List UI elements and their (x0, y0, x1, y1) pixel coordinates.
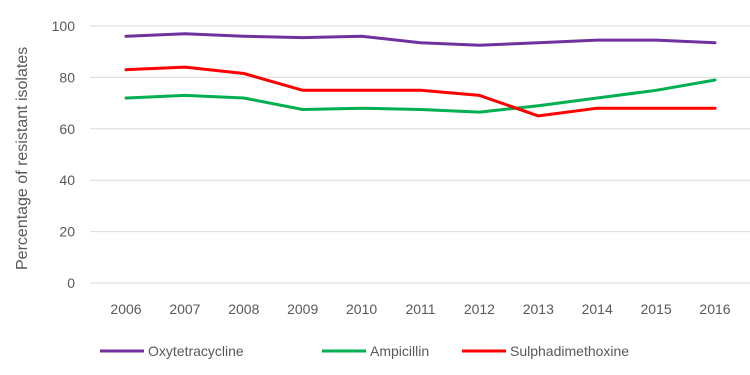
x-tick-label: 2014 (582, 301, 613, 317)
y-axis-title: Percentage of resistant isolates (14, 47, 31, 270)
y-tick-labels: 0 20 40 60 80 100 (52, 18, 76, 291)
y-tick-label: 80 (59, 69, 75, 85)
x-tick-label: 2012 (464, 301, 495, 317)
gridlines (90, 25, 750, 284)
x-tick-labels: 2006 2007 2008 2009 2010 2011 2012 2013 2014 2015… (110, 301, 730, 317)
x-tick-label: 2008 (228, 301, 259, 317)
y-tick-label: 100 (52, 18, 76, 34)
series-line-sulphadimethoxine (124, 65, 717, 118)
legend-label-oxytetracycline: Oxytetracycline (148, 343, 244, 359)
series-lines (124, 32, 717, 118)
x-tick-label: 2011 (405, 301, 435, 317)
x-tick-label: 2013 (523, 301, 554, 317)
y-tick-label: 60 (59, 121, 75, 137)
y-tick-label: 0 (67, 275, 75, 291)
series-line-ampicillin (124, 78, 717, 114)
x-tick-label: 2015 (641, 301, 672, 317)
x-tick-label: 2016 (699, 301, 730, 317)
x-tick-label: 2009 (287, 301, 318, 317)
x-tick-label: 2006 (110, 301, 141, 317)
y-tick-label: 20 (59, 224, 75, 240)
x-tick-label: 2007 (169, 301, 200, 317)
x-tick-label: 2010 (346, 301, 377, 317)
y-tick-label: 40 (59, 172, 75, 188)
series-line-oxytetracycline (124, 32, 717, 47)
legend-label-ampicillin: Ampicillin (370, 343, 429, 359)
legend-label-sulphadimethoxine: Sulphadimethoxine (510, 343, 629, 359)
legend: Oxytetracycline Ampicillin Sulphadimethoxi… (100, 343, 629, 359)
